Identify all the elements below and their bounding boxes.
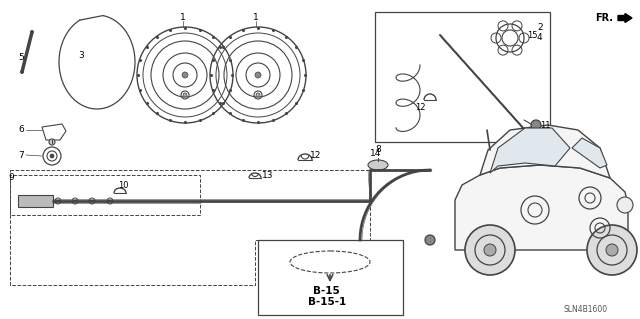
Text: 8: 8: [375, 145, 381, 154]
Polygon shape: [490, 128, 570, 173]
Text: 2: 2: [537, 23, 543, 32]
Circle shape: [50, 154, 54, 158]
Text: FR.: FR.: [595, 13, 613, 23]
Text: 13: 13: [262, 170, 273, 180]
Text: 12: 12: [415, 103, 426, 113]
Text: B-15-1: B-15-1: [308, 297, 346, 307]
Text: 14: 14: [371, 149, 381, 158]
Circle shape: [587, 225, 637, 275]
Polygon shape: [455, 165, 628, 250]
Circle shape: [49, 139, 55, 145]
Bar: [258, 240, 403, 315]
FancyArrow shape: [618, 13, 632, 23]
Circle shape: [617, 197, 633, 213]
Circle shape: [484, 244, 496, 256]
Text: 6: 6: [18, 125, 24, 135]
Circle shape: [425, 235, 435, 245]
Text: SLN4B1600: SLN4B1600: [563, 306, 607, 315]
Circle shape: [182, 72, 188, 78]
Polygon shape: [480, 125, 610, 178]
Text: 3: 3: [78, 50, 84, 60]
Bar: [18, 195, 53, 207]
Polygon shape: [572, 138, 607, 168]
Text: 1: 1: [253, 13, 259, 23]
Text: 5: 5: [18, 53, 24, 62]
Circle shape: [255, 72, 261, 78]
Circle shape: [531, 120, 541, 130]
Bar: [375, 12, 550, 142]
Text: B-15: B-15: [313, 286, 340, 296]
Circle shape: [183, 93, 187, 97]
Circle shape: [465, 225, 515, 275]
Text: 4: 4: [537, 33, 543, 42]
Text: 9: 9: [8, 174, 13, 182]
Text: 7: 7: [18, 151, 24, 160]
Circle shape: [606, 244, 618, 256]
Text: 12: 12: [310, 151, 321, 160]
Circle shape: [20, 70, 24, 73]
Text: 15: 15: [527, 31, 538, 40]
Circle shape: [256, 93, 260, 97]
Text: 11: 11: [540, 122, 550, 130]
Text: 1: 1: [180, 13, 186, 23]
Text: 10: 10: [118, 182, 129, 190]
Ellipse shape: [368, 160, 388, 170]
Circle shape: [31, 31, 33, 33]
